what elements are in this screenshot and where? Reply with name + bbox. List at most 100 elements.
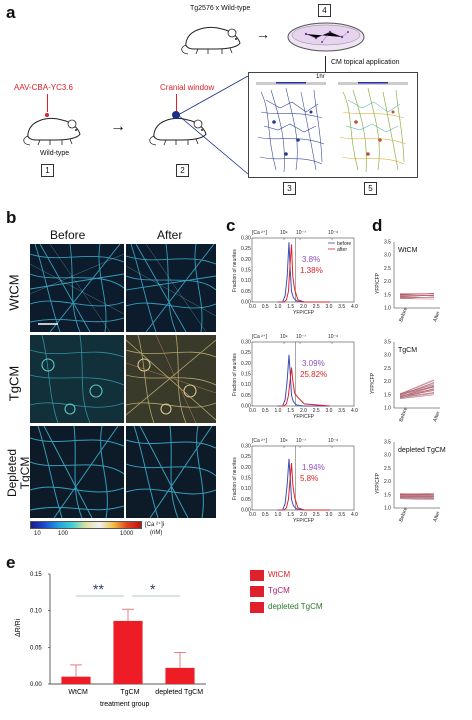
x-tick: 2.0	[300, 408, 307, 414]
colorbar-tick-1000: 1000	[120, 531, 134, 537]
y-tick: 1.0	[384, 506, 391, 512]
x-tick-label-2: TgCM	[120, 689, 139, 696]
arrow-to-window: →	[110, 118, 126, 135]
colorbar-tick-100: 100	[58, 531, 69, 537]
y-tick: 1.5	[384, 492, 391, 498]
neurite-line	[399, 393, 435, 399]
panel-b-letter: b	[6, 208, 17, 227]
x-axis-label: YFP/CFP	[293, 310, 315, 316]
top-tick: 10⁹	[280, 334, 288, 340]
subplot-title: depleted TgCM	[398, 447, 446, 454]
step-2: 2	[176, 164, 189, 177]
top-tick: 10⁻⁷	[296, 438, 306, 444]
y-tick: 2.0	[384, 479, 391, 485]
mouse-window-icon	[149, 111, 207, 146]
row-label-tgcm: TgCM	[4, 346, 24, 426]
y-tick: 3.0	[384, 453, 391, 459]
step-5: 5	[364, 182, 377, 195]
y-tick: 0.05	[241, 497, 251, 503]
row-label-tgcm-text: TgCM	[6, 365, 22, 402]
x-tick: 1.0	[275, 408, 282, 414]
y-tick: 0.10	[241, 486, 251, 492]
neurite-line	[399, 394, 435, 400]
y-tick: 0.05	[241, 393, 251, 399]
after-curve	[278, 244, 330, 303]
y-tick: 0.10	[241, 278, 251, 284]
x-tick: 2.0	[300, 512, 307, 518]
y-tick: 1.0	[384, 306, 391, 312]
y-tick: 0.15	[241, 476, 251, 482]
bar-1	[61, 676, 91, 684]
top-tick: 10⁹	[280, 438, 288, 444]
x-tick: 0.5	[262, 512, 269, 518]
row-label-wtcm-text: WtCM	[6, 274, 22, 311]
top-axis-label: [Ca ²⁺]	[252, 438, 267, 444]
row-label-depleted-text: Depleted TgCM	[5, 448, 32, 498]
x-tick: After	[432, 410, 441, 422]
neurite-line	[399, 495, 435, 497]
x-tick: 2.0	[300, 304, 307, 310]
y-tick-label: 0.00	[30, 682, 42, 688]
top-tick: 10⁹	[280, 230, 288, 236]
panel-c-histograms: [Ca ²⁺] 10⁹ 10⁻⁷ 10⁻⁶ 0.0 0.5 1.0 1.5 2.0 2.5 3.0 3…	[232, 230, 358, 524]
y-axis-label: YFP/CFP	[375, 472, 381, 494]
y-tick: 2.5	[384, 466, 391, 472]
y-axis-label: Fraction of neurites	[232, 353, 238, 396]
x-tick: 3.5	[338, 304, 345, 310]
x-tick: 3.0	[326, 408, 333, 414]
micrograph-wtcm-after	[126, 244, 216, 332]
x-tick-label-3: depleted TgCM	[155, 689, 203, 696]
legend-label-wtcm: WtCM	[268, 570, 291, 579]
y-tick-label: 0.05	[30, 645, 42, 651]
x-tick: 0.0	[249, 512, 256, 518]
line-subplot-1: WtCM 1.0 1.5 2.0 2.5 3.0 3.5 YFP/CFP Before After	[375, 240, 442, 323]
line-subplot-3: depleted TgCM 1.0 1.5 2.0 2.5 3.0 3.5 YFP/CFP Be…	[375, 440, 446, 523]
panel-d-letter: d	[372, 216, 383, 235]
y-tick: 1.5	[384, 292, 391, 298]
x-tick: 0.5	[262, 408, 269, 414]
colorbar-tick-10: 10	[34, 531, 41, 537]
top-axis-label: [Ca ²⁺]	[252, 230, 267, 236]
y-axis-label: YFP/CFP	[370, 372, 376, 394]
y-axis-label: Fraction of neurites	[232, 249, 238, 292]
micrograph-depleted-before	[30, 426, 124, 518]
x-tick: 0.0	[249, 304, 256, 310]
step-3: 3	[283, 182, 296, 195]
x-tick: Before	[398, 407, 409, 423]
colorbar-unit-line1: [Ca ²⁺]i	[145, 522, 165, 528]
y-tick: 2.5	[384, 266, 391, 272]
legend-before: before	[337, 241, 351, 247]
y-tick: 0.25	[241, 454, 251, 460]
top-tick: 10⁻⁶	[328, 438, 338, 444]
subplot-title: WtCM	[398, 247, 418, 254]
window-arrow	[176, 94, 177, 112]
y-tick: 2.5	[384, 366, 391, 372]
down-arrow-line	[325, 56, 326, 78]
x-tick: 1.0	[275, 304, 282, 310]
top-tick: 10⁻⁶	[328, 334, 338, 340]
window-label: Cranial window	[160, 83, 215, 92]
neurite-line	[399, 382, 435, 396]
neurite-line	[399, 493, 435, 495]
col-header-before: Before	[50, 228, 86, 242]
neurite-line	[399, 386, 435, 398]
y-tick: 3.0	[384, 253, 391, 259]
y-tick: 1.0	[384, 406, 391, 412]
legend-label-depleted: depleted TgCM	[268, 602, 323, 611]
after-percent: 25.82%	[300, 370, 327, 379]
y-tick: 0.20	[241, 465, 251, 471]
hist-subplot-2: [Ca ²⁺] 10⁹ 10⁻⁷ 10⁻⁶ 0.0 0.5 1.0 1.5 2.0 2.5 3.0 3…	[232, 334, 358, 420]
neuron-image-before	[256, 82, 326, 173]
colorbar-unit-line2: (nM)	[150, 530, 163, 536]
x-tick: 3.5	[338, 408, 345, 414]
x-tick: 3.0	[326, 304, 333, 310]
y-tick: 0.30	[241, 340, 251, 346]
line-subplot-2: TgCM 1.0 1.5 2.0 2.5 3.0 3.5 YFP/CFP Before After	[370, 340, 442, 423]
x-tick: 3.5	[338, 512, 345, 518]
top-tick: 10⁻⁶	[328, 230, 338, 236]
neurite-line	[399, 379, 435, 394]
neurite-line	[399, 296, 435, 299]
mouse-cross-icon	[181, 27, 241, 55]
x-tick: 1.5	[287, 512, 294, 518]
neurite-line	[399, 383, 435, 397]
